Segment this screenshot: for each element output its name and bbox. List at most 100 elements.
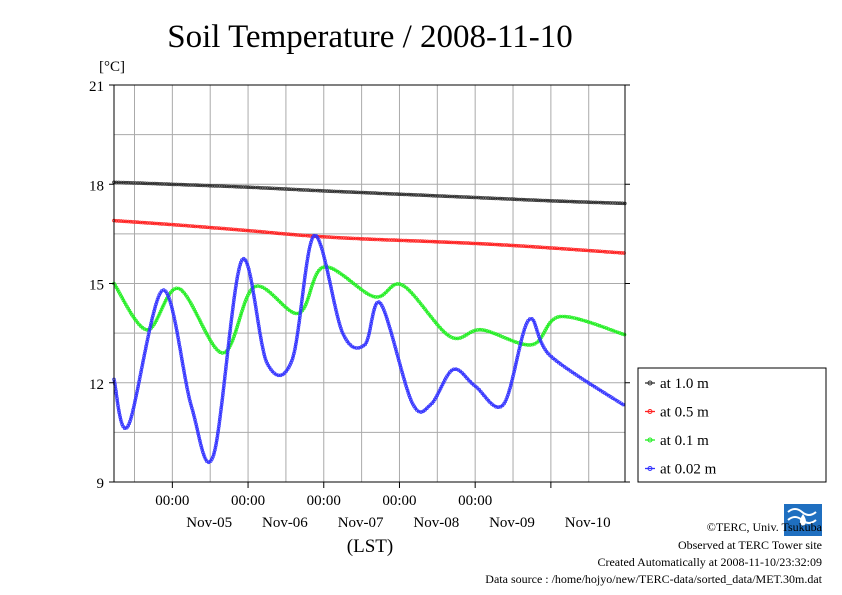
data-source-text: Data source : /home/hojyo/new/TERC-data/… xyxy=(485,572,822,586)
series-point xyxy=(138,374,142,379)
series-point xyxy=(232,293,237,298)
series-point xyxy=(265,230,270,235)
series-point xyxy=(300,297,304,301)
series-markers xyxy=(112,218,626,255)
series-point xyxy=(217,419,222,424)
x-date-label: Nov-08 xyxy=(413,515,459,531)
y-tick-label: 9 xyxy=(97,476,105,492)
x-time-label: 00:00 xyxy=(382,493,416,509)
legend-box xyxy=(637,367,827,483)
series-point xyxy=(174,286,179,291)
series-point xyxy=(367,328,372,333)
series-point xyxy=(174,323,178,328)
series-point xyxy=(328,284,333,289)
series-point xyxy=(179,354,184,359)
series-point xyxy=(512,367,517,372)
series-point xyxy=(297,320,301,325)
series-point xyxy=(176,335,180,340)
series-point xyxy=(259,340,264,345)
series-point xyxy=(261,350,266,354)
series-point xyxy=(514,358,519,362)
series-point xyxy=(516,351,521,355)
series-point xyxy=(325,268,330,272)
series-point xyxy=(208,225,212,230)
series-point xyxy=(214,438,219,443)
series-point xyxy=(567,315,572,319)
series-point xyxy=(222,379,227,383)
legend-swatch-marker xyxy=(647,437,653,443)
series-point xyxy=(329,289,334,293)
series-point xyxy=(480,328,485,332)
x-date-label: Nov-05 xyxy=(186,515,232,531)
grid-lines xyxy=(114,85,625,482)
series-markers xyxy=(112,265,627,355)
series-point xyxy=(254,309,259,314)
series-point xyxy=(498,196,502,201)
series-point xyxy=(235,276,239,281)
series-point xyxy=(122,426,127,431)
series-point xyxy=(142,353,147,358)
series-point xyxy=(145,339,149,344)
legend-swatch-marker xyxy=(647,380,653,386)
series-point xyxy=(306,254,310,259)
x-date-label: Nov-07 xyxy=(338,515,384,531)
series-point xyxy=(143,349,148,353)
series-point xyxy=(369,321,373,326)
terc-logo xyxy=(784,504,822,536)
axis-ticks: 9 12 15 18 21 00:00 00:00 00:00 00:00 00:00 Nov-05… xyxy=(89,79,630,531)
series-line xyxy=(113,266,626,354)
series-point xyxy=(251,288,255,293)
series-point xyxy=(195,429,200,434)
series-markers xyxy=(112,180,627,206)
series-point xyxy=(303,273,307,278)
series-point xyxy=(326,272,331,277)
series-point xyxy=(298,309,303,313)
series-point xyxy=(193,183,198,187)
series-point xyxy=(173,319,177,323)
y-tick-label: 18 xyxy=(89,178,104,194)
series-point xyxy=(147,330,151,334)
series-point xyxy=(249,276,253,281)
series-point xyxy=(189,183,193,187)
series-point xyxy=(178,347,183,352)
series-point xyxy=(252,295,257,300)
series-point xyxy=(134,393,139,398)
series-point xyxy=(133,398,138,403)
series-point xyxy=(289,232,293,237)
series-point xyxy=(146,334,150,339)
series-point xyxy=(228,331,232,336)
series-point xyxy=(115,396,119,401)
legend-label: at 0.02 m xyxy=(660,462,717,478)
series-point xyxy=(177,340,181,345)
x-time-label: 00:00 xyxy=(155,493,189,509)
series-point xyxy=(181,366,186,371)
series-point xyxy=(184,380,188,385)
series-point xyxy=(304,263,309,268)
series-point xyxy=(139,370,143,374)
series-point xyxy=(527,317,532,321)
series-point xyxy=(247,267,251,272)
series-point xyxy=(224,362,229,367)
legend-swatch-marker xyxy=(647,409,653,414)
y-axis-unit-label: [°C] xyxy=(99,59,125,75)
series-point xyxy=(258,333,263,338)
series-markers xyxy=(112,233,625,465)
series-point xyxy=(329,235,334,240)
x-date-label: Nov-06 xyxy=(262,515,308,531)
series-point xyxy=(256,319,260,324)
x-time-label: 00:00 xyxy=(458,493,492,509)
series-point xyxy=(229,317,234,321)
series-point xyxy=(276,373,281,378)
series-point xyxy=(141,358,146,363)
series-point xyxy=(172,314,176,319)
series-point xyxy=(257,326,262,331)
series-point xyxy=(392,192,397,196)
series-point xyxy=(293,347,297,351)
series-point xyxy=(198,438,202,443)
series-point xyxy=(260,345,265,350)
series-point xyxy=(148,323,153,327)
series-point xyxy=(253,302,258,307)
series-point xyxy=(621,402,625,407)
series-point xyxy=(130,410,135,414)
legend: at 1.0 m at 0.5 m at 0.1 m at 0.02 m xyxy=(637,367,827,483)
